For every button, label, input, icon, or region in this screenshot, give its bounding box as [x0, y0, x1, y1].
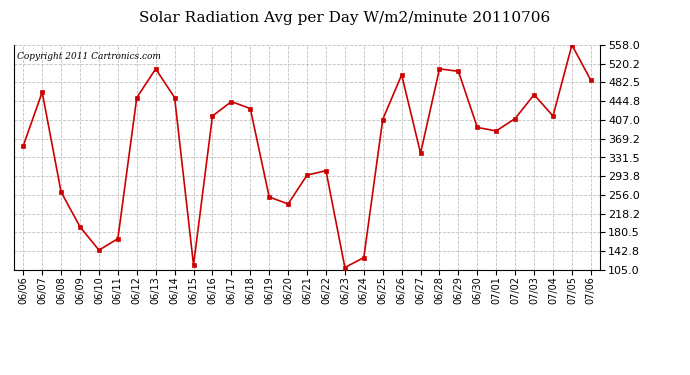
Text: Copyright 2011 Cartronics.com: Copyright 2011 Cartronics.com: [17, 52, 161, 61]
Text: Solar Radiation Avg per Day W/m2/minute 20110706: Solar Radiation Avg per Day W/m2/minute …: [139, 11, 551, 25]
